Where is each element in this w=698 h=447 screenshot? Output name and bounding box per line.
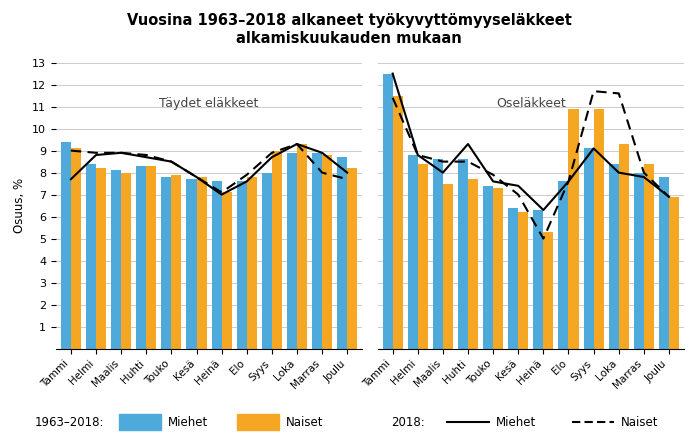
Bar: [393, 96, 403, 349]
Text: Naiset: Naiset: [621, 416, 659, 429]
Bar: [483, 186, 493, 349]
Bar: [186, 179, 197, 349]
Bar: [418, 164, 428, 349]
Bar: [71, 148, 81, 349]
Bar: [618, 144, 629, 349]
Bar: [246, 177, 257, 349]
Text: Oseläkkeet: Oseläkkeet: [496, 97, 565, 110]
Bar: [272, 151, 282, 349]
Bar: [383, 74, 393, 349]
Bar: [408, 155, 418, 349]
Text: Vuosina 1963–2018 alkaneet työkyvyttömyyseläkkeet
alkamiskuukauden mukaan: Vuosina 1963–2018 alkaneet työkyvyttömyy…: [126, 13, 572, 46]
Bar: [669, 197, 679, 349]
Text: Miehet: Miehet: [168, 416, 208, 429]
Text: 1963–2018:: 1963–2018:: [35, 416, 105, 429]
Bar: [211, 181, 222, 349]
Bar: [147, 166, 156, 349]
Bar: [593, 109, 604, 349]
FancyBboxPatch shape: [119, 414, 161, 430]
Bar: [508, 208, 518, 349]
Bar: [121, 173, 131, 349]
Bar: [96, 168, 106, 349]
Bar: [287, 153, 297, 349]
Bar: [584, 148, 593, 349]
Bar: [558, 181, 568, 349]
Y-axis label: Osuus, %: Osuus, %: [13, 178, 27, 233]
Bar: [172, 175, 181, 349]
Bar: [322, 155, 332, 349]
Bar: [312, 153, 322, 349]
Text: Naiset: Naiset: [286, 416, 324, 429]
Bar: [433, 160, 443, 349]
Bar: [458, 160, 468, 349]
Bar: [518, 212, 528, 349]
Bar: [468, 179, 478, 349]
Bar: [136, 166, 147, 349]
Bar: [197, 177, 207, 349]
Bar: [297, 144, 307, 349]
Text: Täydet eläkkeet: Täydet eläkkeet: [159, 97, 259, 110]
Bar: [443, 184, 453, 349]
Bar: [634, 173, 644, 349]
Bar: [262, 173, 272, 349]
Bar: [659, 177, 669, 349]
Bar: [533, 210, 543, 349]
Text: 2018:: 2018:: [391, 416, 424, 429]
Bar: [237, 181, 246, 349]
Bar: [568, 109, 579, 349]
Bar: [337, 157, 347, 349]
Bar: [644, 164, 654, 349]
FancyBboxPatch shape: [237, 414, 279, 430]
Bar: [347, 168, 357, 349]
Bar: [86, 164, 96, 349]
Bar: [161, 177, 172, 349]
Bar: [61, 142, 71, 349]
Bar: [111, 170, 121, 349]
Bar: [543, 232, 554, 349]
Text: Miehet: Miehet: [496, 416, 536, 429]
Bar: [609, 164, 618, 349]
Bar: [222, 192, 232, 349]
Bar: [493, 188, 503, 349]
